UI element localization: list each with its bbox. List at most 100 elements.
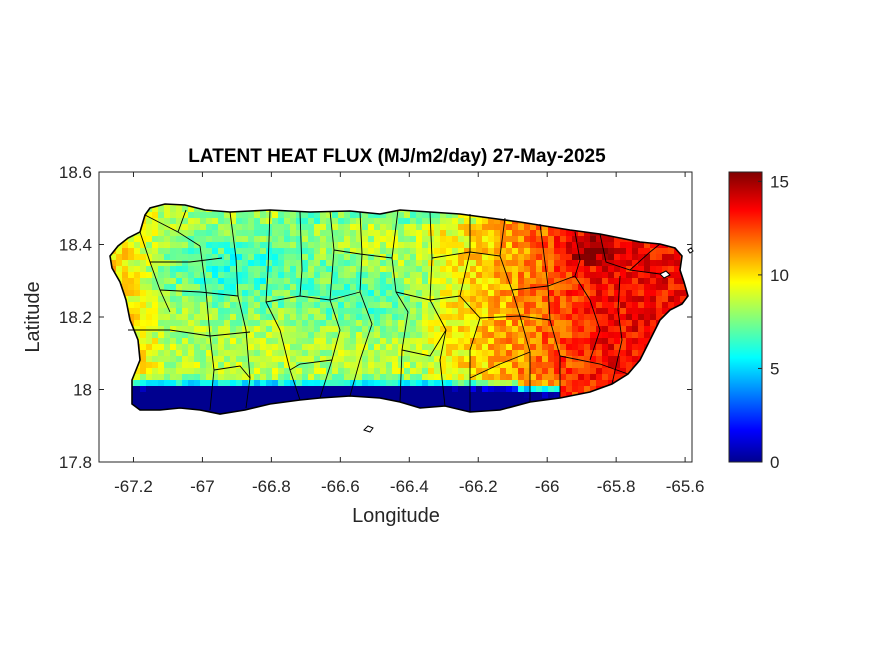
offshore-islets: [363, 247, 694, 433]
flux-cell: [368, 278, 375, 285]
flux-cell: [374, 386, 381, 393]
flux-cell: [494, 224, 501, 231]
flux-cell: [452, 386, 459, 393]
flux-cell: [596, 320, 603, 327]
flux-cell: [626, 278, 633, 285]
flux-cell: [194, 374, 201, 381]
flux-cell: [182, 362, 189, 369]
flux-cell: [152, 272, 159, 279]
flux-cell: [596, 374, 603, 381]
flux-cell: [572, 266, 579, 273]
flux-cell: [644, 332, 651, 339]
flux-cell: [152, 350, 159, 357]
flux-cell: [206, 356, 213, 363]
flux-cell: [464, 314, 471, 321]
flux-cell: [284, 260, 291, 267]
flux-cell: [428, 308, 435, 315]
flux-cell: [608, 332, 615, 339]
flux-cell: [410, 320, 417, 327]
flux-cell: [266, 260, 273, 267]
flux-cell: [548, 344, 555, 351]
flux-cell: [626, 296, 633, 303]
flux-cell: [512, 248, 519, 255]
flux-cell: [572, 302, 579, 309]
flux-cell: [182, 272, 189, 279]
flux-cell: [422, 236, 429, 243]
flux-cell: [158, 284, 165, 291]
flux-cell: [608, 362, 615, 369]
flux-cell: [350, 284, 357, 291]
flux-cell: [308, 272, 315, 279]
flux-cell: [452, 326, 459, 333]
flux-cell: [164, 368, 171, 375]
flux-cell: [188, 254, 195, 261]
flux-cell: [308, 224, 315, 231]
flux-cell: [488, 284, 495, 291]
flux-cell: [344, 272, 351, 279]
flux-cell: [302, 338, 309, 345]
flux-cell: [638, 278, 645, 285]
flux-cell: [440, 350, 447, 357]
flux-cell: [188, 332, 195, 339]
flux-cell: [452, 296, 459, 303]
flux-cell: [560, 284, 567, 291]
flux-cell: [170, 272, 177, 279]
flux-cell: [140, 236, 147, 243]
flux-cell: [392, 254, 399, 261]
flux-cell: [530, 326, 537, 333]
flux-cell: [206, 380, 213, 387]
flux-cell: [176, 242, 183, 249]
flux-cell: [326, 290, 333, 297]
flux-cell: [266, 302, 273, 309]
flux-cell: [212, 344, 219, 351]
flux-cell: [332, 266, 339, 273]
flux-cell: [182, 326, 189, 333]
flux-cell: [500, 302, 507, 309]
flux-cell: [140, 356, 147, 363]
flux-cell: [254, 326, 261, 333]
flux-cell: [314, 218, 321, 225]
flux-cell: [548, 302, 555, 309]
flux-cell: [548, 362, 555, 369]
flux-cell: [584, 230, 591, 237]
flux-cell: [494, 308, 501, 315]
flux-cell: [386, 380, 393, 387]
flux-cell: [440, 314, 447, 321]
flux-cell: [482, 248, 489, 255]
flux-cell: [416, 248, 423, 255]
flux-cell: [200, 212, 207, 219]
flux-cell: [632, 356, 639, 363]
flux-cell: [632, 326, 639, 333]
flux-cell: [290, 260, 297, 267]
flux-cell: [254, 356, 261, 363]
flux-cell: [356, 266, 363, 273]
flux-cell: [206, 374, 213, 381]
flux-cell: [296, 284, 303, 291]
y-tick-label: 17.8: [59, 453, 92, 472]
flux-cell: [578, 284, 585, 291]
flux-cell: [368, 314, 375, 321]
flux-cell: [290, 284, 297, 291]
flux-cell: [248, 380, 255, 387]
flux-cell: [470, 266, 477, 273]
flux-cell: [614, 284, 621, 291]
flux-cell: [296, 380, 303, 387]
flux-cell: [308, 308, 315, 315]
flux-cell: [368, 338, 375, 345]
municipality-border: [299, 211, 303, 297]
flux-cell: [332, 218, 339, 225]
flux-cell: [512, 356, 519, 363]
flux-cell: [248, 314, 255, 321]
flux-cell: [584, 314, 591, 321]
flux-cell: [230, 380, 237, 387]
flux-cell: [170, 296, 177, 303]
flux-cell: [452, 290, 459, 297]
flux-cell: [464, 368, 471, 375]
flux-cell: [266, 332, 273, 339]
flux-cell: [572, 278, 579, 285]
flux-cell: [200, 374, 207, 381]
islet: [659, 270, 671, 279]
flux-cell: [320, 380, 327, 387]
flux-cell: [608, 236, 615, 243]
flux-cell: [152, 254, 159, 261]
